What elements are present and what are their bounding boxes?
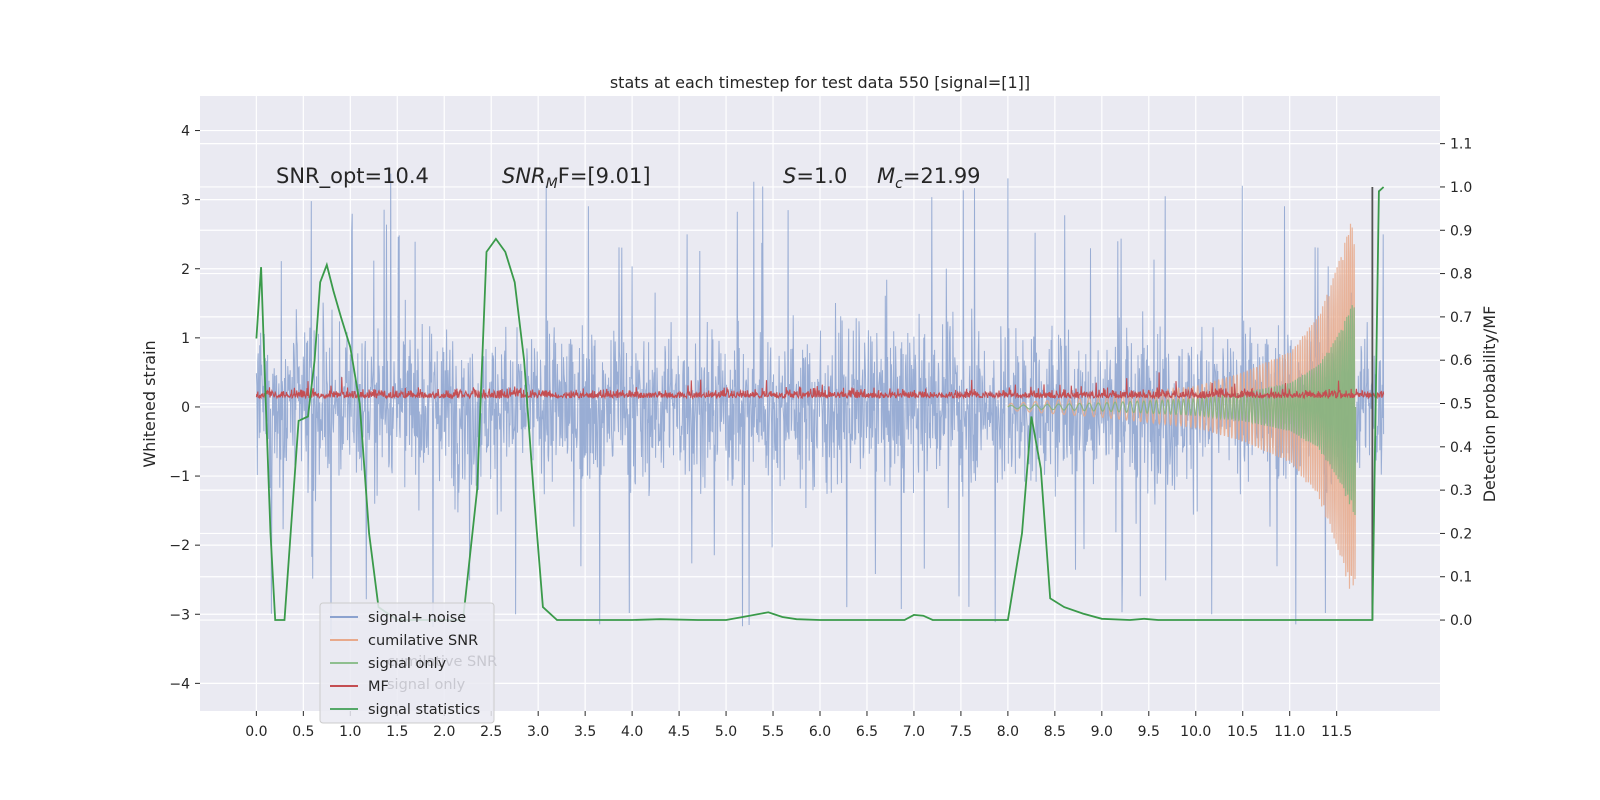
legend-label: signal statistics bbox=[368, 702, 480, 718]
x-tick-label: 4.0 bbox=[621, 724, 643, 740]
axis-ticks: 0.0 0.5 1.0 1.5 2.0 2.5 3.0 3.5 4.0 4.5 5.0 5.5 6.0 6… bbox=[169, 124, 1472, 740]
annotation-snr-opt: SNR_opt=10.4 bbox=[276, 164, 429, 189]
x-tick-label: 10.0 bbox=[1180, 724, 1211, 740]
legend-label: MF bbox=[368, 679, 389, 695]
y-tick-label-left: 2 bbox=[181, 262, 190, 278]
annotation-snr-mf: SNRMF=[9.01] bbox=[502, 164, 651, 192]
x-tick-label: 0.0 bbox=[245, 724, 267, 740]
y-tick-label-left: 1 bbox=[181, 331, 190, 347]
y-axis-label-right: Detection probability/MF bbox=[1480, 306, 1499, 503]
y-tick-label-left: −3 bbox=[169, 607, 190, 623]
annotations: SNR_opt=10.4 SNRMF=[9.01] S=1.0 Mc=21.99 bbox=[276, 164, 981, 192]
x-tick-label: 9.0 bbox=[1091, 724, 1113, 740]
x-tick-label: 7.0 bbox=[903, 724, 925, 740]
y-tick-label-left: 3 bbox=[181, 193, 190, 209]
y-tick-label-right: 0.9 bbox=[1450, 223, 1472, 239]
x-tick-label: 7.5 bbox=[950, 724, 972, 740]
y-tick-label-right: 0.8 bbox=[1450, 267, 1472, 283]
legend-ghost-label-signal-only: signal only bbox=[387, 677, 466, 693]
x-tick-label: 1.5 bbox=[386, 724, 408, 740]
signal-only-line bbox=[1007, 305, 1357, 516]
y-tick-label-right: 0.1 bbox=[1450, 570, 1472, 586]
y-tick-label-right: 0.0 bbox=[1450, 613, 1472, 629]
y-tick-label-right: 0.7 bbox=[1450, 310, 1472, 326]
x-tick-label: 6.5 bbox=[856, 724, 878, 740]
y-tick-label-left: −1 bbox=[169, 469, 190, 485]
x-tick-label: 2.5 bbox=[480, 724, 502, 740]
y-tick-label-left: 4 bbox=[181, 124, 190, 140]
x-tick-label: 0.5 bbox=[292, 724, 314, 740]
y-tick-label-right: 0.3 bbox=[1450, 483, 1472, 499]
annotation-mc: Mc=21.99 bbox=[877, 164, 981, 192]
y-tick-label-right: 0.5 bbox=[1450, 397, 1472, 413]
x-tick-label: 11.0 bbox=[1274, 724, 1305, 740]
y-tick-label-right: 1.1 bbox=[1450, 137, 1472, 153]
x-tick-label: 3.5 bbox=[574, 724, 596, 740]
annotation-s: S=1.0 bbox=[783, 164, 847, 188]
legend-ghost-label-cumulative-snr: cumilative SNR bbox=[387, 654, 497, 670]
x-tick-label: 4.5 bbox=[668, 724, 690, 740]
series-signal-statistics bbox=[255, 186, 1385, 621]
y-tick-label-right: 1.0 bbox=[1450, 180, 1472, 196]
x-tick-label: 10.5 bbox=[1227, 724, 1258, 740]
series-signal-only bbox=[1007, 305, 1357, 516]
cumulative-snr-line bbox=[1007, 223, 1357, 589]
y-tick-label-left: −2 bbox=[169, 538, 190, 554]
x-tick-label: 1.0 bbox=[339, 724, 361, 740]
signal-statistics-line bbox=[255, 186, 1385, 621]
x-tick-label: 8.5 bbox=[1044, 724, 1066, 740]
legend: cumilative SNR signal only signal+ noise… bbox=[319, 602, 497, 724]
series-cumulative-snr bbox=[1007, 223, 1357, 589]
signal-noise-line bbox=[255, 173, 1385, 636]
y-tick-label-left: −4 bbox=[169, 676, 190, 692]
mf-line bbox=[255, 372, 1385, 400]
x-tick-label: 8.0 bbox=[997, 724, 1019, 740]
x-tick-label: 2.0 bbox=[433, 724, 455, 740]
legend-label: cumilative SNR bbox=[368, 633, 478, 649]
chart-title: stats at each timestep for test data 550… bbox=[610, 73, 1030, 92]
x-tick-label: 6.0 bbox=[809, 724, 831, 740]
x-tick-label: 11.5 bbox=[1321, 724, 1352, 740]
legend-label: signal only bbox=[368, 656, 447, 672]
legend-frame bbox=[319, 602, 495, 724]
x-tick-label: 5.0 bbox=[715, 724, 737, 740]
x-tick-label: 5.5 bbox=[762, 724, 784, 740]
series-mf bbox=[255, 372, 1385, 400]
y-axis-label-left: Whitened strain bbox=[140, 340, 159, 467]
series-signal-noise bbox=[255, 173, 1385, 636]
y-tick-label-right: 0.2 bbox=[1450, 526, 1472, 542]
y-tick-label-left: 0 bbox=[181, 400, 190, 416]
y-tick-label-right: 0.6 bbox=[1450, 353, 1472, 369]
y-tick-label-right: 0.4 bbox=[1450, 440, 1472, 456]
legend-label: signal+ noise bbox=[368, 610, 466, 626]
x-tick-label: 3.0 bbox=[527, 724, 549, 740]
x-tick-label: 9.5 bbox=[1138, 724, 1160, 740]
